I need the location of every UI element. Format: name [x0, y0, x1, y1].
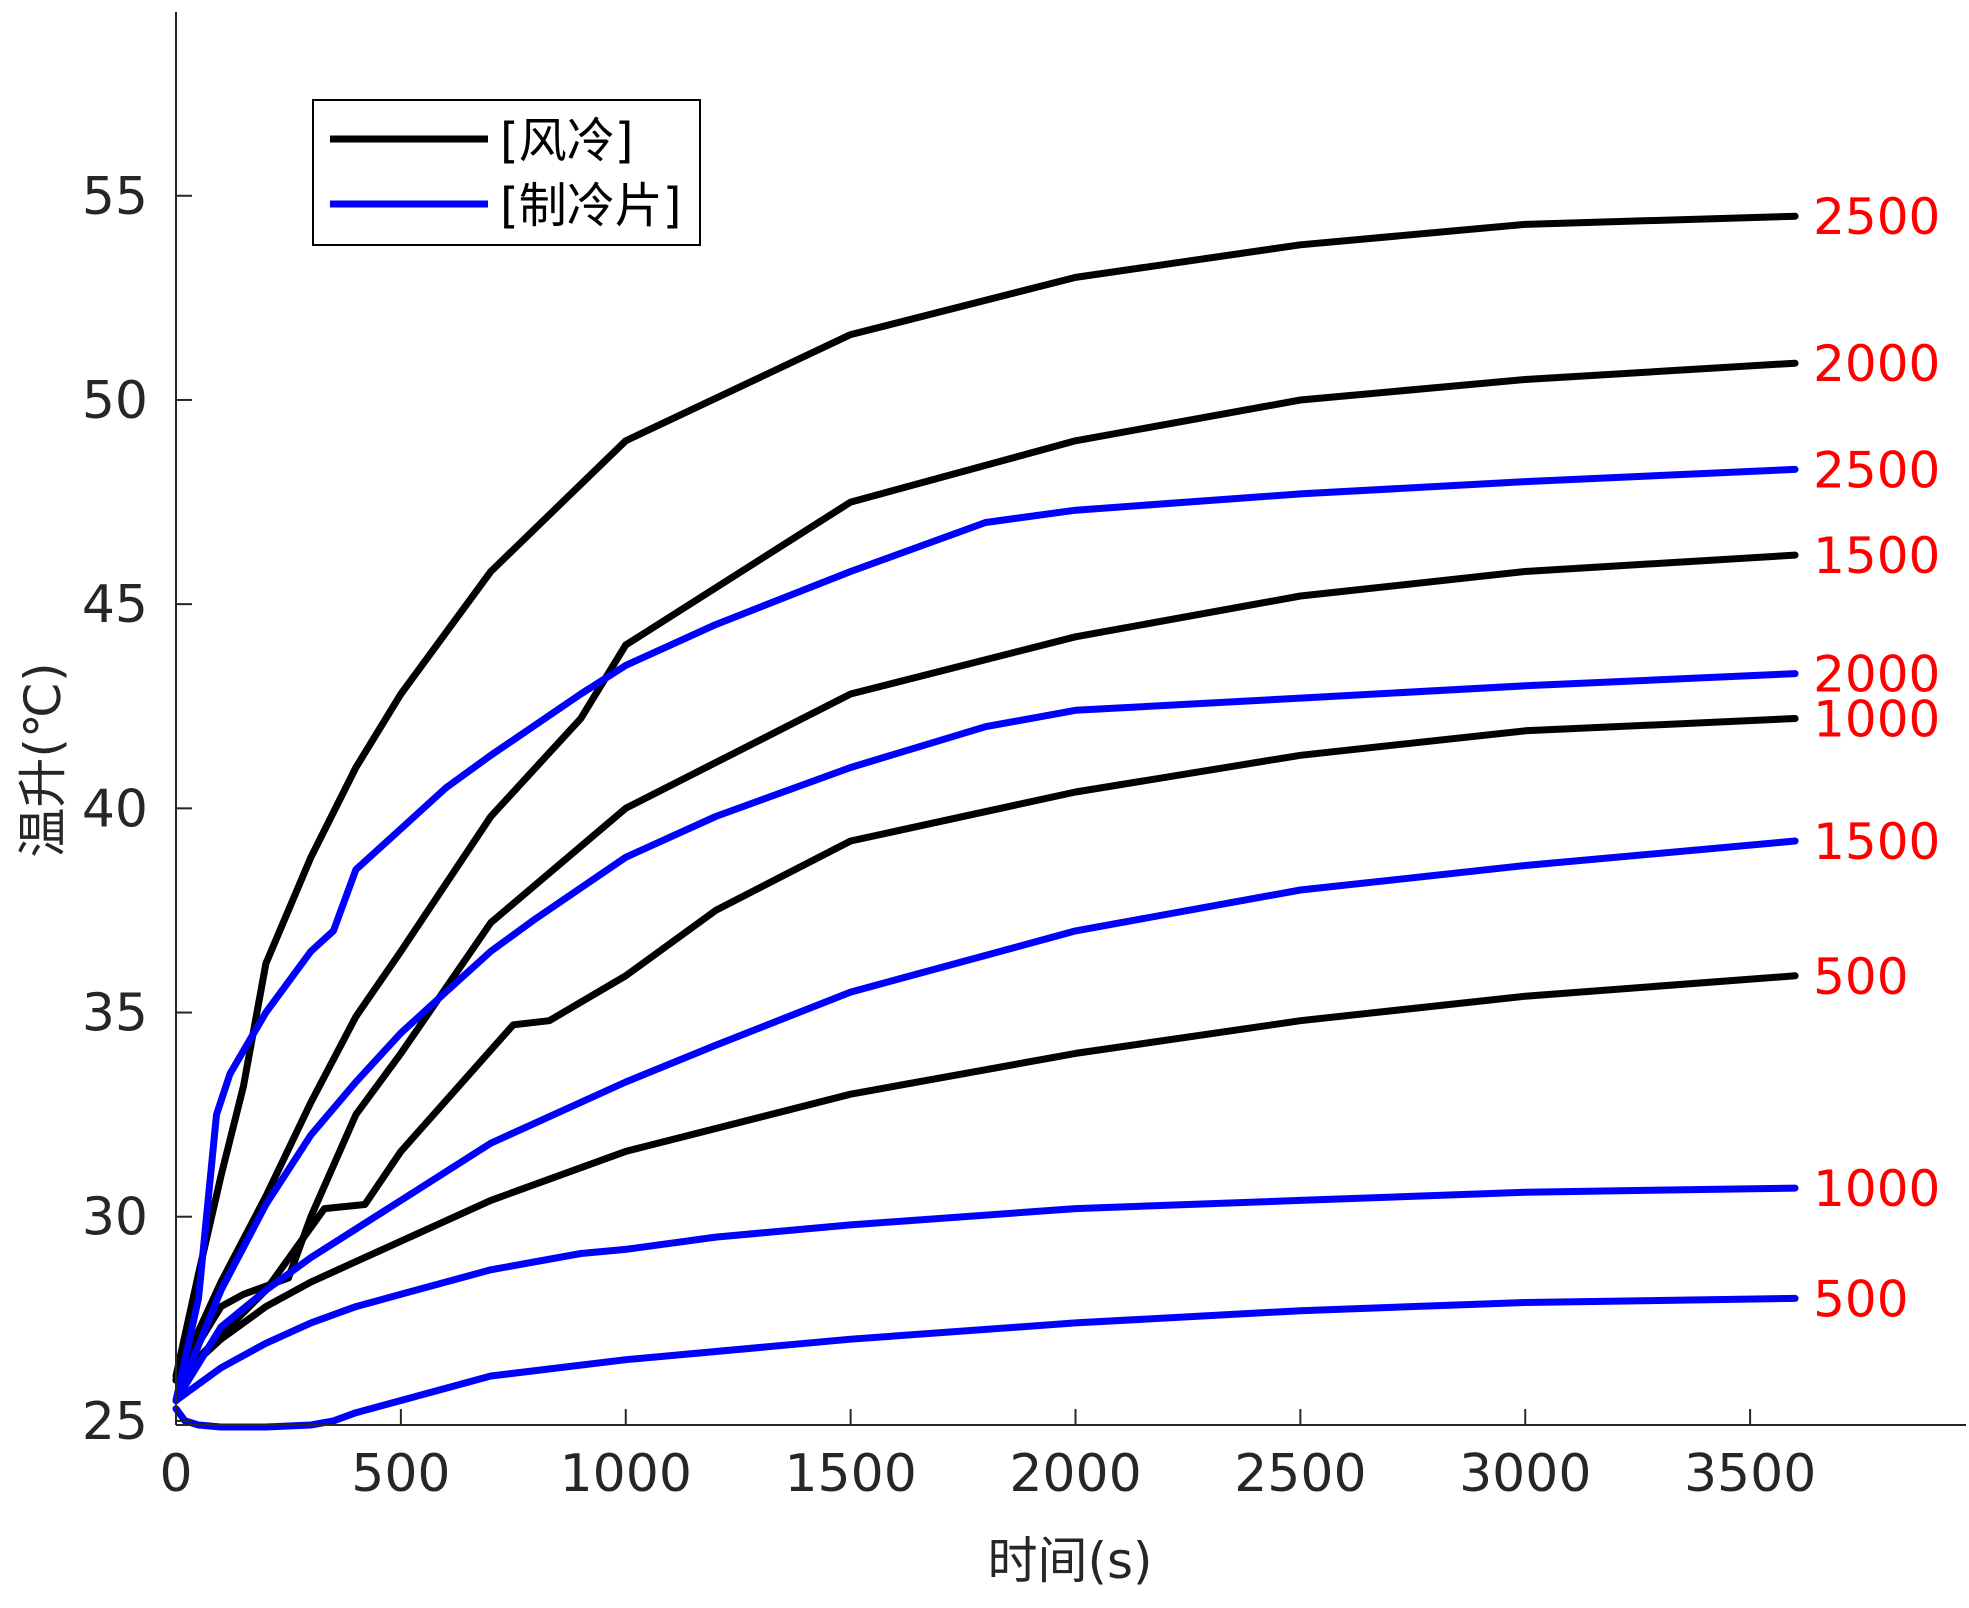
end-labels-layer: 2500 2000 1500 1000 500 2500 2000 1500 1000 500	[1813, 188, 1940, 1328]
legend-label-peltier: [制冷片]	[500, 178, 681, 234]
series-line-peltier	[172, 670, 1799, 1404]
x-axis-title: 时间(s)	[987, 1532, 1152, 1590]
legend-box	[312, 99, 701, 246]
x-tick-label: 0	[159, 1444, 192, 1504]
series-layer	[172, 212, 1799, 1431]
axes-layer: 0 500 1000 1500 2000 2500 3000 3500 25 30 35 40 45 50…	[82, 12, 1966, 1504]
x-tick-label: 3500	[1684, 1444, 1816, 1504]
series-end-label: 1500	[1813, 527, 1940, 585]
series-end-label: 500	[1813, 1270, 1908, 1328]
series-end-label: 1500	[1813, 813, 1940, 871]
y-axis-title: 温升(℃)	[14, 662, 72, 857]
legend-label-air-cooling: [风冷]	[500, 113, 633, 169]
x-tick-label: 2500	[1234, 1444, 1366, 1504]
series-end-label: 2000	[1813, 335, 1940, 393]
y-tick-label: 25	[82, 1392, 148, 1452]
series-line-air-cooling	[172, 212, 1799, 1380]
y-tick-label: 40	[82, 779, 148, 839]
series-end-label: 500	[1813, 948, 1908, 1006]
series-line-peltier	[172, 465, 1799, 1404]
series-line-air-cooling	[172, 715, 1799, 1384]
x-tick-label: 1000	[560, 1444, 692, 1504]
x-tick-label: 2000	[1009, 1444, 1141, 1504]
series-end-label: 1000	[1813, 1160, 1940, 1218]
y-tick-label: 35	[82, 984, 148, 1044]
y-tick-label: 45	[82, 575, 148, 635]
y-tick-label: 30	[82, 1188, 148, 1248]
x-tick-label: 500	[351, 1444, 450, 1504]
legend: [风冷] [制冷片]	[312, 99, 701, 246]
series-line-peltier	[172, 1184, 1799, 1404]
y-tick-label: 55	[82, 167, 148, 227]
series-line-air-cooling	[172, 359, 1799, 1384]
y-tick-label: 50	[82, 371, 148, 431]
x-tick-label: 3000	[1459, 1444, 1591, 1504]
series-end-label: 2000	[1813, 646, 1940, 704]
series-line-peltier	[172, 1294, 1799, 1431]
x-tick-label: 1500	[784, 1444, 916, 1504]
series-line-peltier	[172, 837, 1799, 1404]
series-end-label: 2500	[1813, 441, 1940, 499]
series-end-label: 1000	[1813, 691, 1940, 749]
series-line-air-cooling	[172, 972, 1799, 1384]
series-end-label: 2500	[1813, 188, 1940, 246]
